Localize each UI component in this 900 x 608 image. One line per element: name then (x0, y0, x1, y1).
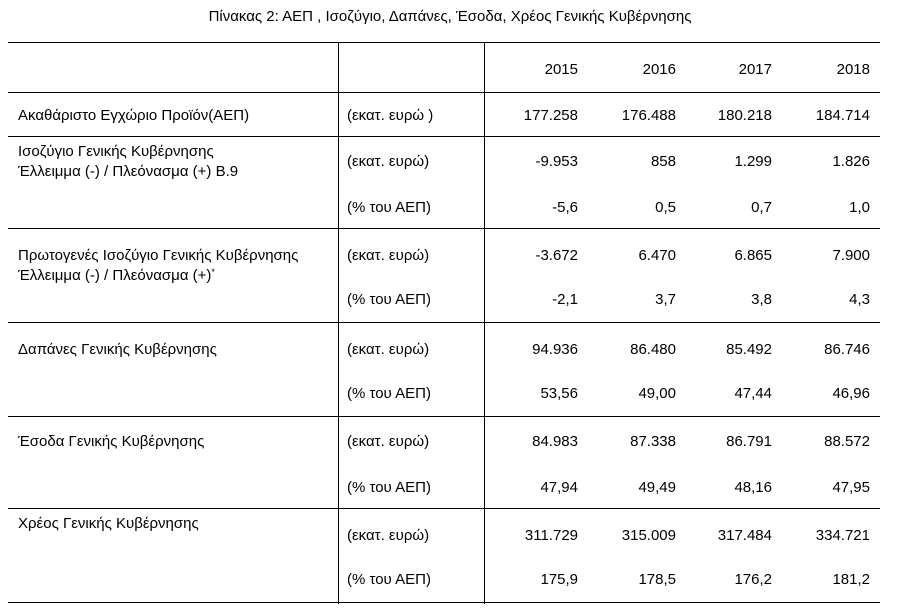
value-cell: 177.258 (523, 107, 578, 124)
table-rule (8, 322, 880, 323)
column-header-year: 2018 (836, 61, 870, 78)
row-label: Ισοζύγιο Γενικής Κυβέρνησης (18, 143, 214, 160)
value-cell: 6.865 (734, 247, 772, 264)
value-cell: 53,56 (540, 385, 578, 402)
value-cell: 0,7 (751, 199, 772, 216)
row-label: Έσοδα Γενικής Κυβέρνησης (18, 433, 205, 450)
value-cell: 48,16 (734, 479, 772, 496)
value-cell: 47,95 (832, 479, 870, 496)
table-rule (8, 228, 880, 229)
footnote-mark: * (211, 267, 215, 277)
row-label-subline-text: Έλλειμμα (-) / Πλεόνασμα (+) (18, 267, 212, 284)
value-cell: 4,3 (849, 291, 870, 308)
column-header-year: 2017 (738, 61, 772, 78)
unit-label: (εκατ. ευρώ) (347, 153, 430, 170)
row-label-subline: Έλλειμμα (-) / Πλεόνασμα (+) Β.9 (18, 163, 239, 180)
value-cell: 87.338 (630, 433, 676, 450)
unit-label: (εκατ. ευρώ ) (347, 107, 434, 124)
value-cell: 7.900 (832, 247, 870, 264)
unit-label: (% του ΑΕΠ) (347, 291, 431, 308)
value-cell: 86.791 (726, 433, 772, 450)
row-label-subline: Έλλειμμα (-) / Πλεόνασμα (+)* (18, 266, 215, 285)
value-cell: 180.218 (717, 107, 772, 124)
value-cell: 176,2 (734, 571, 772, 588)
value-cell: 85.492 (726, 341, 772, 358)
column-divider (484, 42, 485, 604)
unit-label: (εκατ. ευρώ) (347, 527, 430, 544)
table-rule (8, 42, 880, 43)
value-cell: 3,8 (751, 291, 772, 308)
unit-label: (% του ΑΕΠ) (347, 479, 431, 496)
value-cell: -9.953 (535, 153, 578, 170)
column-divider (338, 42, 339, 604)
value-cell: 181,2 (832, 571, 870, 588)
value-cell: 317.484 (717, 527, 772, 544)
value-cell: 94.936 (532, 341, 578, 358)
value-cell: 311.729 (524, 527, 578, 544)
table-rule (8, 508, 880, 509)
value-cell: 858 (650, 153, 676, 170)
unit-label: (% του ΑΕΠ) (347, 199, 431, 216)
value-cell: 1,0 (849, 199, 870, 216)
table-rule (8, 416, 880, 417)
value-cell: 1.299 (734, 153, 772, 170)
value-cell: 49,00 (638, 385, 676, 402)
value-cell: 315.009 (621, 527, 676, 544)
unit-label: (εκατ. ευρώ) (347, 433, 430, 450)
value-cell: -2,1 (552, 291, 578, 308)
value-cell: 47,94 (540, 479, 578, 496)
value-cell: -3.672 (535, 247, 578, 264)
value-cell: 334.721 (815, 527, 870, 544)
table-rule (8, 136, 880, 137)
value-cell: 88.572 (824, 433, 870, 450)
value-cell: 178,5 (638, 571, 676, 588)
row-label: Πρωτογενές Ισοζύγιο Γενικής Κυβέρνησης (18, 247, 299, 264)
value-cell: 46,96 (832, 385, 870, 402)
row-label: Ακαθάριστο Εγχώριο Προϊόν(ΑΕΠ) (18, 107, 250, 124)
value-cell: 86.746 (824, 341, 870, 358)
value-cell: 0,5 (655, 199, 676, 216)
unit-label: (% του ΑΕΠ) (347, 385, 431, 402)
value-cell: 86.480 (630, 341, 676, 358)
table-rule (8, 602, 880, 603)
unit-label: (εκατ. ευρώ) (347, 247, 430, 264)
value-cell: 84.983 (532, 433, 578, 450)
row-label: Χρέος Γενικής Κυβέρνησης (18, 515, 199, 532)
value-cell: 184.714 (815, 107, 870, 124)
table-title: Πίνακας 2: ΑΕΠ , Ισοζύγιο, Δαπάνες, Έσοδ… (208, 8, 692, 25)
value-cell: -5,6 (552, 199, 578, 216)
column-header-year: 2015 (544, 61, 578, 78)
unit-label: (εκατ. ευρώ) (347, 341, 430, 358)
value-cell: 49,49 (638, 479, 676, 496)
value-cell: 175,9 (540, 571, 578, 588)
value-cell: 47,44 (734, 385, 772, 402)
value-cell: 1.826 (832, 153, 870, 170)
table-rule (8, 92, 880, 93)
unit-label: (% του ΑΕΠ) (347, 571, 431, 588)
value-cell: 176.488 (621, 107, 676, 124)
column-header-year: 2016 (642, 61, 676, 78)
value-cell: 3,7 (655, 291, 676, 308)
value-cell: 6.470 (638, 247, 676, 264)
row-label: Δαπάνες Γενικής Κυβέρνησης (18, 341, 217, 358)
